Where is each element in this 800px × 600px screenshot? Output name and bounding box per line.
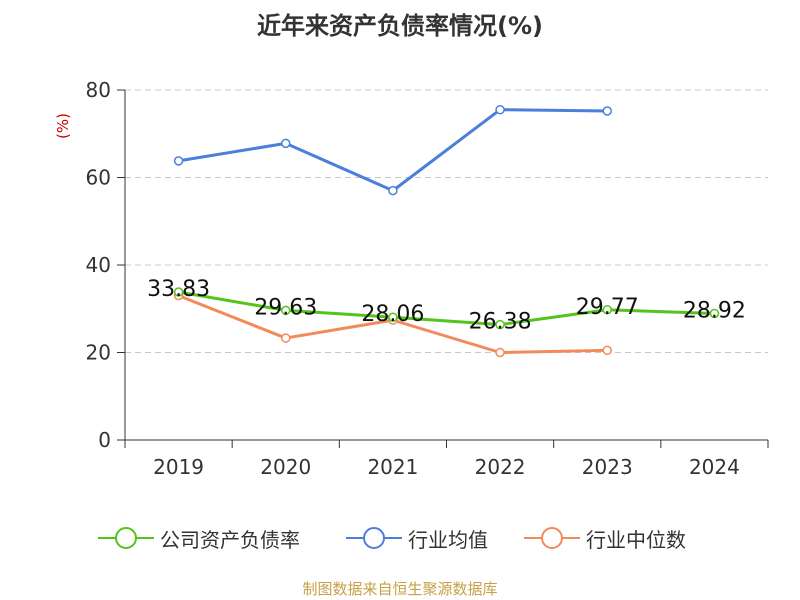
x-tick-label: 2019 [153, 455, 204, 479]
legend-marker-icon [346, 527, 402, 549]
x-tick-label: 2021 [367, 455, 418, 479]
chart-title: 近年来资产负债率情况(%) [257, 12, 543, 40]
data-point [495, 347, 505, 358]
y-tick-label: 40 [86, 253, 111, 277]
data-point [495, 319, 505, 330]
legend-marker-circle [115, 527, 137, 549]
data-point [281, 138, 291, 149]
legend-item: 公司资产负债率 [98, 520, 300, 556]
data-point [388, 312, 398, 322]
x-tick-label: 2024 [689, 455, 740, 479]
legend-label: 行业中位数 [586, 527, 686, 552]
x-tick-label: 2022 [475, 455, 526, 479]
chart-legend: 公司资产负债率 行业均值 行业中位数 [0, 520, 800, 556]
data-label: 33.83 [147, 277, 210, 302]
y-tick-label: 60 [86, 166, 111, 190]
legend-item: 行业均值 [346, 520, 488, 556]
legend-item: 行业中位数 [524, 520, 686, 556]
data-point [388, 185, 398, 196]
data-point [173, 156, 184, 166]
data-point [602, 345, 612, 356]
series-line-0 [178, 290, 715, 327]
x-tick-label: 2023 [582, 455, 633, 479]
data-point [709, 308, 720, 319]
data-point [281, 305, 291, 316]
y-axis-label: (%) [54, 113, 72, 139]
legend-label: 公司资产负债率 [160, 527, 300, 552]
data-point [173, 287, 184, 297]
data-label: 28.92 [683, 298, 746, 323]
y-tick-label: 20 [86, 341, 111, 365]
source-note: 制图数据来自恒生聚源数据库 [302, 580, 498, 598]
legend-marker-icon [524, 527, 580, 549]
y-tick-label: 0 [98, 428, 111, 452]
legend-marker-circle [363, 527, 385, 549]
x-tick-label: 2020 [260, 455, 311, 479]
data-point [602, 305, 612, 315]
legend-marker-circle [541, 527, 563, 549]
data-label: 26.38 [469, 310, 532, 335]
legend-marker-icon [98, 527, 154, 549]
data-point [281, 333, 291, 343]
data-label: 29.63 [254, 295, 317, 320]
data-point [495, 104, 505, 115]
data-point [602, 106, 612, 116]
legend-label: 行业均值 [408, 527, 488, 552]
data-label: 28.06 [361, 302, 424, 327]
y-tick-label: 80 [86, 78, 111, 102]
data-label: 29.77 [576, 295, 639, 320]
series-line-1 [178, 108, 608, 193]
